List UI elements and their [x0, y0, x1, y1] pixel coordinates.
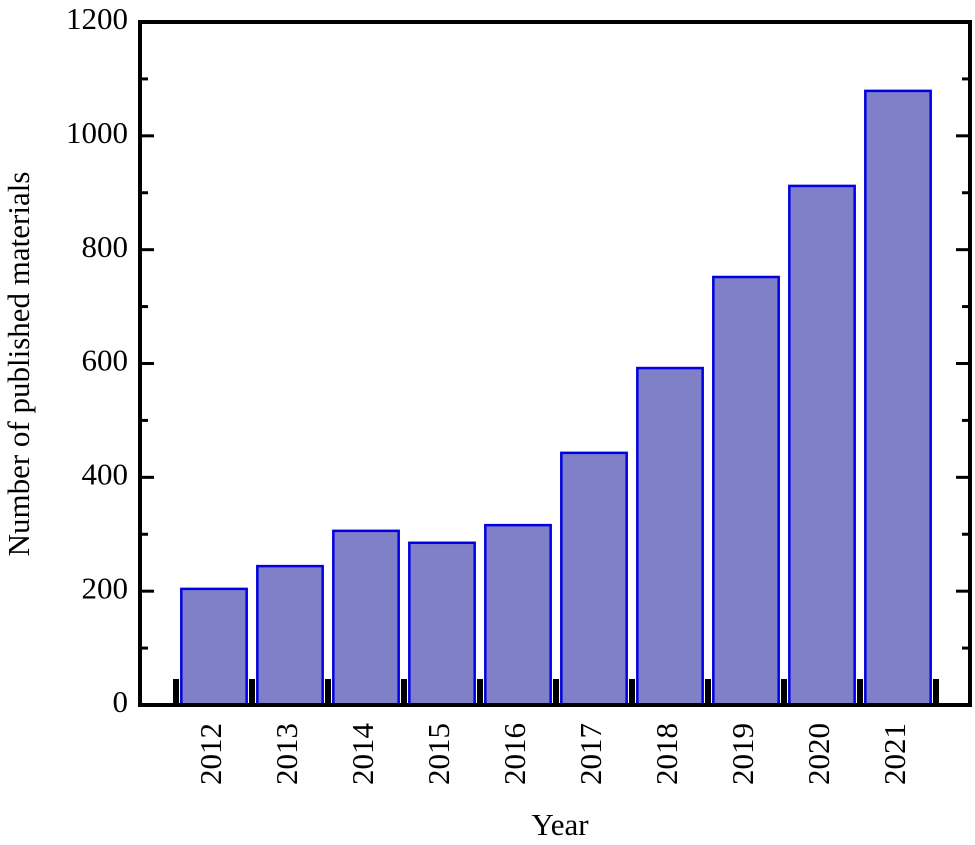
- bar: [180, 587, 248, 707]
- x-tick: [629, 679, 635, 705]
- x-tick-label: 2020: [801, 723, 836, 785]
- plot-frame: [138, 20, 972, 707]
- bar: [560, 451, 628, 707]
- y-tick-label: 800: [82, 229, 129, 264]
- y-tick-label: 1200: [66, 1, 128, 36]
- x-tick: [705, 679, 711, 705]
- x-tick-label: 2015: [421, 723, 456, 785]
- x-tick: [553, 679, 559, 705]
- x-tick-label: 2021: [877, 723, 912, 785]
- x-tick-label: 2017: [573, 723, 608, 785]
- x-tick-label: 2013: [269, 723, 304, 785]
- bar: [484, 523, 552, 707]
- y-tick-label: 0: [113, 684, 129, 719]
- x-tick-label: 2012: [193, 723, 228, 785]
- bar: [408, 541, 476, 707]
- x-tick: [173, 679, 179, 705]
- x-tick: [781, 679, 787, 705]
- y-axis-title: Number of published materials: [1, 172, 36, 557]
- x-tick-label: 2016: [497, 723, 532, 785]
- x-tick: [401, 679, 407, 705]
- bar: [788, 184, 856, 707]
- y-tick-label: 1000: [66, 115, 128, 150]
- bar: [256, 564, 324, 707]
- x-tick: [249, 679, 255, 705]
- bar: [636, 366, 704, 707]
- x-axis-title: Year: [531, 807, 589, 842]
- x-tick: [325, 679, 331, 705]
- x-tick: [477, 679, 483, 705]
- x-tick-label: 2018: [649, 723, 684, 785]
- x-tick-label: 2014: [345, 723, 380, 786]
- bar: [864, 89, 932, 707]
- bar: [712, 275, 780, 707]
- x-tick: [933, 679, 939, 705]
- x-tick: [857, 679, 863, 705]
- x-tick-label: 2019: [725, 723, 760, 785]
- bar: [332, 529, 400, 707]
- y-tick-label: 200: [82, 570, 129, 605]
- y-tick-label: 600: [82, 343, 129, 378]
- y-tick-label: 400: [82, 456, 129, 491]
